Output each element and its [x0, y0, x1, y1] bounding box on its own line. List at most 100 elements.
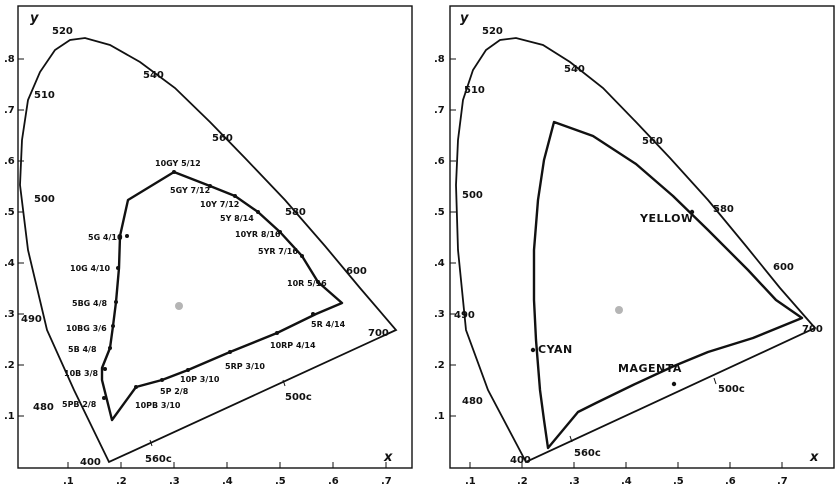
right-x-tick: .5	[673, 476, 684, 487]
munsell-label: 5RP 3/10	[225, 362, 265, 371]
left-560c-tick	[149, 439, 153, 447]
right-y-tick: .6	[434, 156, 445, 167]
left-x-tick: .6	[328, 476, 339, 487]
magenta-point	[671, 381, 677, 387]
right-500c-tick	[713, 377, 717, 385]
right-x-tick: .6	[725, 476, 736, 487]
munsell-label: 10B 3/8	[64, 369, 99, 378]
munsell-label: 10YR 8/16	[235, 230, 281, 239]
right-y-tick: .7	[434, 105, 445, 116]
wl-490: 490	[454, 310, 475, 321]
left-y-tick: .7	[4, 105, 15, 116]
left-x-axis-title: x	[383, 450, 393, 465]
right-y-tick: .2	[434, 360, 445, 371]
munsell-label: 10G 4/10	[70, 264, 111, 273]
yellow-label: YELLOW	[639, 212, 694, 225]
right-y-tick: .8	[434, 54, 445, 65]
munsell-label: 10RP 4/14	[270, 341, 316, 350]
munsell-label: 5Y 8/14	[220, 214, 254, 223]
wl-580: 580	[713, 204, 734, 215]
right-560c-tick	[569, 435, 573, 443]
right-x-ticks: .1 .2 .3 .4 .5 .6 .7	[465, 462, 788, 487]
munsell-label: 5B 4/8	[68, 345, 97, 354]
left-x-tick: .5	[275, 476, 286, 487]
munsell-label: 10PB 3/10	[135, 401, 181, 410]
munsell-label: 10Y 7/12	[200, 200, 239, 209]
wl-700: 700	[802, 324, 823, 335]
left-x-tick: .7	[381, 476, 392, 487]
left-spectral-locus	[19, 37, 398, 464]
left-y-tick: .8	[4, 54, 15, 65]
wl-480: 480	[462, 396, 483, 407]
right-x-tick: .3	[569, 476, 580, 487]
magenta-label: MAGENTA	[618, 362, 682, 375]
left-y-tick: .6	[4, 156, 15, 167]
wl-700: 700	[368, 328, 389, 339]
munsell-label: 10BG 3/6	[66, 324, 107, 333]
munsell-label: 10R 5/16	[287, 279, 327, 288]
right-x-tick: .1	[465, 476, 476, 487]
wl-560: 560	[642, 136, 663, 147]
wl-400: 400	[510, 455, 531, 466]
left-wavelength-labels: 520 540 510 560 500 580 600 490 700 480 …	[21, 26, 389, 468]
wl-600: 600	[346, 266, 367, 277]
right-chromaticity-diagram: y x .1 .2 .3 .4 .5 .6 .7 .8 .1 .2 .3 .4 …	[434, 5, 835, 487]
left-x-ticks: .1 .2 .3 .4 .5 .6 .7	[63, 462, 392, 487]
munsell-label: 5P 2/8	[160, 387, 189, 396]
right-spectral-locus	[455, 37, 817, 464]
munsell-label: 5R 4/14	[311, 320, 346, 329]
left-500c-tick	[282, 379, 286, 387]
wl-510: 510	[464, 85, 485, 96]
right-cmy-gamut	[532, 120, 804, 450]
left-y-tick: .5	[4, 207, 15, 218]
right-x-tick: .4	[621, 476, 632, 487]
left-y-tick: .3	[4, 309, 15, 320]
left-y-axis-title: y	[30, 11, 39, 26]
wl-540: 540	[143, 70, 164, 81]
left-x-tick: .4	[222, 476, 233, 487]
left-munsell-labels: 10GY 5/12 5GY 7/12 10Y 7/12 5Y 8/14 10YR…	[62, 159, 346, 410]
right-x-tick: .7	[777, 476, 788, 487]
munsell-label: 5BG 4/8	[72, 299, 108, 308]
munsell-label: 5YR 7/16	[258, 247, 298, 256]
right-primary-dots	[530, 209, 695, 387]
left-y-tick: .2	[4, 360, 15, 371]
left-y-ticks: .1 .2 .3 .4 .5 .6 .7 .8	[4, 54, 24, 422]
wl-560c: 560c	[145, 454, 172, 465]
right-y-tick: .1	[434, 411, 445, 422]
cyan-point	[530, 347, 536, 353]
wl-520: 520	[52, 26, 73, 37]
yellow-point	[689, 209, 695, 215]
wl-560c: 560c	[574, 448, 601, 459]
wl-400: 400	[80, 457, 101, 468]
left-x-tick: .2	[116, 476, 127, 487]
wl-500c: 500c	[718, 384, 745, 395]
right-frame	[449, 5, 835, 469]
wl-500: 500	[34, 194, 55, 205]
wl-540: 540	[564, 64, 585, 75]
wl-510: 510	[34, 90, 55, 101]
right-wavelength-labels: 520 540 510 560 500 580 600 490 700 480 …	[454, 26, 823, 466]
right-x-tick: .2	[517, 476, 528, 487]
right-y-tick: .5	[434, 207, 445, 218]
wl-520: 520	[482, 26, 503, 37]
munsell-label: 5PB 2/8	[62, 400, 97, 409]
left-gamut-dots	[102, 170, 320, 400]
wl-500: 500	[462, 190, 483, 201]
munsell-label: 5G 4/10	[88, 233, 123, 242]
left-frame	[17, 5, 413, 469]
left-white-point	[175, 302, 183, 310]
left-x-tick: .1	[63, 476, 74, 487]
wl-600: 600	[773, 262, 794, 273]
wl-500c: 500c	[285, 392, 312, 403]
right-x-axis-title: x	[809, 450, 819, 465]
right-white-point	[615, 306, 623, 314]
munsell-label: 10P 3/10	[180, 375, 220, 384]
left-y-tick: .1	[4, 411, 15, 422]
left-chromaticity-diagram: y x .1 .2 .3 .4 .5 .6 .7 .8 .1 .2 .3 .4 …	[4, 5, 413, 487]
wl-480: 480	[33, 402, 54, 413]
munsell-label: 10GY 5/12	[155, 159, 201, 168]
munsell-label: 5GY 7/12	[170, 186, 210, 195]
left-x-tick: .3	[169, 476, 180, 487]
right-y-ticks: .1 .2 .3 .4 .5 .6 .7 .8	[434, 54, 456, 422]
